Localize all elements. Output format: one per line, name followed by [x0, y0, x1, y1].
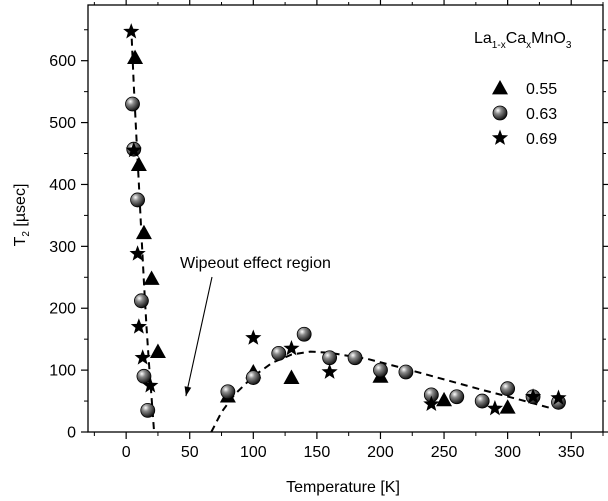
- marker-triangle-0.55: [436, 391, 453, 407]
- x-tick-label: 100: [240, 444, 267, 461]
- y-axis-label: T2 [µsec]: [12, 184, 32, 247]
- y-tick-label: 600: [49, 53, 76, 70]
- marker-star-0.69: [123, 23, 140, 39]
- marker-sphere-0.63: [220, 384, 236, 400]
- marker-star-0.69: [129, 245, 146, 261]
- marker-sphere-0.63: [347, 350, 363, 366]
- marker-sphere-0.63: [398, 364, 414, 380]
- y-tick-label: 300: [49, 239, 76, 256]
- marker-triangle-0.55: [127, 49, 144, 65]
- annotation-arrow: [184, 276, 213, 397]
- marker-sphere-0.63: [271, 346, 287, 361]
- marker-sphere-0.63: [140, 402, 156, 418]
- annotation-arrow-head: [184, 386, 192, 397]
- fit-curve-2: [210, 350, 553, 433]
- marker-star-0.69: [423, 395, 440, 412]
- plot-frame: [87, 4, 604, 433]
- legend: 0.55 0.63 0.69: [491, 80, 557, 148]
- marker-star-0.69: [321, 363, 338, 379]
- marker-sphere-0.63: [474, 393, 490, 409]
- marker-star-0.69: [245, 329, 262, 345]
- marker-sphere-0.63: [296, 326, 312, 342]
- legend-label: 0.63: [526, 106, 557, 123]
- y-tick-label: 400: [49, 177, 76, 194]
- y-tick-label: 0: [67, 425, 76, 442]
- legend-marker-triangle: [492, 80, 508, 95]
- data-markers: [123, 23, 567, 418]
- x-axis-label: Temperature [K]: [286, 479, 400, 496]
- marker-star-0.69: [142, 377, 159, 393]
- x-tick-label: 250: [431, 444, 458, 461]
- fit-curves: [130, 26, 553, 433]
- marker-star-0.69: [130, 318, 147, 334]
- legend-label: 0.55: [526, 81, 557, 98]
- marker-triangle-0.55: [130, 156, 147, 172]
- legend-title: La1-xCaxMnO3: [474, 30, 572, 51]
- legend-label: 0.69: [526, 131, 557, 148]
- x-tick-label: 50: [181, 444, 199, 461]
- marker-star-0.69: [125, 141, 142, 158]
- marker-star-0.69: [524, 388, 542, 404]
- x-tick-label: 200: [367, 444, 394, 461]
- x-tick-label: 350: [558, 444, 585, 461]
- marker-star-0.69: [283, 339, 300, 356]
- marker-triangle-0.55: [499, 399, 516, 414]
- annotation-arrow-line: [185, 276, 213, 397]
- marker-sphere-0.63: [500, 381, 516, 397]
- y-tick-label: 100: [49, 363, 76, 380]
- marker-triangle-0.55: [135, 224, 152, 240]
- marker-sphere-0.63: [449, 389, 465, 405]
- marker-triangle-0.55: [149, 343, 166, 358]
- marker-star-0.69: [134, 349, 151, 365]
- marker-sphere-0.63: [134, 293, 149, 309]
- annotation-label: Wipeout effect region: [180, 255, 331, 272]
- marker-sphere-0.63: [130, 192, 145, 208]
- marker-triangle-0.55: [283, 369, 300, 384]
- marker-sphere-0.63: [322, 350, 338, 366]
- x-tick-label: 0: [122, 444, 131, 461]
- x-tick-label: 300: [494, 444, 521, 461]
- y-tick-label: 500: [49, 115, 76, 132]
- legend-marker-star: [491, 129, 509, 145]
- x-tick-label: 150: [304, 444, 331, 461]
- legend-marker-sphere: [492, 105, 508, 121]
- y-tick-label: 200: [49, 301, 76, 318]
- marker-sphere-0.63: [125, 96, 140, 112]
- marker-star-0.69: [486, 399, 503, 416]
- marker-star-0.69: [550, 389, 567, 405]
- x-ticks: 0 50 100 150 200 250 300 350: [93, 0, 604, 461]
- plot-border: [87, 4, 604, 433]
- marker-sphere-0.63: [373, 362, 388, 378]
- marker-sphere-0.63: [245, 370, 261, 385]
- y-ticks: 0 100 200 300 400 500 600: [49, 29, 608, 442]
- marker-triangle-0.55: [143, 270, 160, 285]
